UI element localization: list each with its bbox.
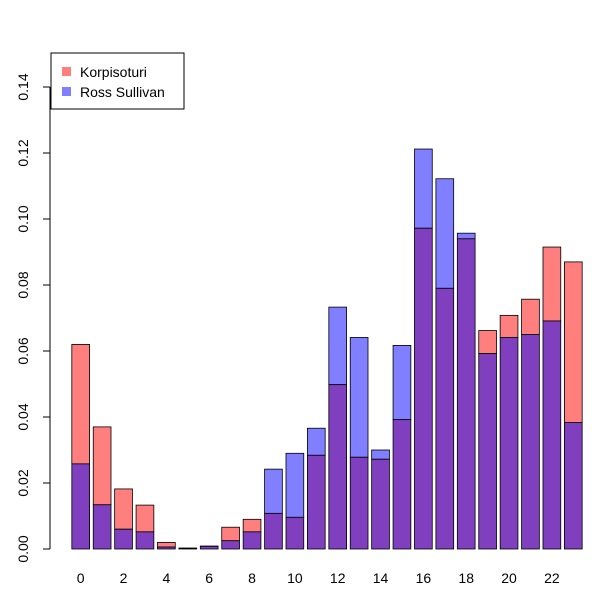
bar-korpisoturi-22 — [542, 246, 562, 322]
x-tick-label: 6 — [205, 570, 213, 586]
y-tick-label: 0.08 — [15, 271, 31, 298]
y-tick-label: 0.04 — [15, 403, 31, 430]
bar-overlap-15 — [392, 419, 412, 550]
bar-overlap-1 — [92, 504, 112, 550]
x-tick-label: 2 — [120, 570, 128, 586]
bars-layer — [71, 148, 583, 550]
bar-korpisoturi-0 — [71, 343, 90, 465]
bar-overlap-18 — [456, 238, 476, 550]
bar-korpisoturi-23 — [564, 261, 583, 424]
legend-label: Korpisoturi — [80, 64, 147, 80]
bar-overlap-4 — [157, 546, 176, 550]
bar-ross-sullivan-17 — [435, 178, 455, 289]
y-tick-label: 0.00 — [15, 535, 31, 562]
x-tick-label: 18 — [458, 570, 474, 586]
legend-swatch — [62, 67, 71, 76]
bar-korpisoturi-19 — [478, 330, 497, 355]
legend-label: Ross Sullivan — [80, 84, 165, 100]
bar-korpisoturi-7 — [221, 526, 240, 542]
bar-ross-sullivan-12 — [328, 306, 347, 386]
legend-box — [50, 52, 185, 110]
bar-overlap-16 — [414, 227, 433, 550]
x-tick-label: 20 — [501, 570, 517, 586]
y-tick-label: 0.10 — [15, 205, 31, 232]
bar-korpisoturi-8 — [242, 518, 262, 533]
bar-ross-sullivan-16 — [414, 148, 433, 229]
bar-overlap-23 — [564, 422, 583, 550]
y-tick-label: 0.02 — [15, 469, 31, 496]
bar-ross-sullivan-15 — [392, 344, 412, 421]
bar-overlap-9 — [264, 512, 283, 550]
bar-ross-sullivan-11 — [307, 427, 326, 456]
legend: Korpisoturi Ross Sullivan — [50, 52, 185, 110]
bar-ross-sullivan-13 — [349, 337, 369, 458]
x-tick-label: 16 — [416, 570, 432, 586]
x-tick-label: 10 — [287, 570, 303, 586]
bar-overlap-10 — [285, 516, 305, 550]
x-tick-label: 22 — [544, 570, 560, 586]
bar-korpisoturi-21 — [521, 298, 540, 335]
bar-ross-sullivan-18 — [456, 232, 476, 240]
bar-overlap-11 — [307, 454, 326, 550]
bar-korpisoturi-1 — [92, 426, 112, 506]
bar-overlap-17 — [435, 287, 455, 550]
bar-overlap-5 — [178, 547, 198, 550]
x-tick-label: 12 — [330, 570, 346, 586]
bar-overlap-3 — [135, 531, 155, 550]
bar-overlap-14 — [371, 458, 390, 550]
x-tick-label: 8 — [248, 570, 256, 586]
y-tick-label: 0.12 — [15, 139, 31, 166]
bar-overlap-13 — [349, 456, 369, 550]
x-tick-label: 4 — [162, 570, 170, 586]
y-tick-label: 0.06 — [15, 337, 31, 364]
x-axis: 0 2 4 6 8 10 12 14 16 18 20 22 — [77, 570, 560, 586]
bar-korpisoturi-4 — [157, 542, 176, 548]
bar-overlap-22 — [542, 320, 562, 550]
bar-ross-sullivan-14 — [371, 449, 390, 460]
bar-ross-sullivan-10 — [285, 452, 305, 518]
bar-overlap-19 — [478, 353, 497, 550]
x-tick-label: 0 — [77, 570, 85, 586]
bar-korpisoturi-20 — [499, 314, 519, 338]
bar-overlap-21 — [521, 334, 540, 550]
bar-overlap-8 — [242, 531, 262, 550]
y-tick-label: 0.14 — [15, 73, 31, 100]
bar-overlap-2 — [114, 528, 133, 550]
bar-korpisoturi-3 — [135, 504, 155, 533]
bar-overlap-20 — [499, 337, 519, 550]
bar-overlap-0 — [71, 463, 90, 550]
bar-ross-sullivan-9 — [264, 468, 283, 514]
x-tick-label: 14 — [373, 570, 389, 586]
bar-korpisoturi-2 — [114, 488, 133, 530]
bar-overlap-6 — [199, 545, 219, 550]
bar-overlap-7 — [221, 540, 240, 550]
y-axis: 0.00 0.02 0.04 0.06 0.08 0.10 0.12 0.14 — [15, 73, 51, 563]
legend-swatch — [62, 87, 71, 96]
bar-overlap-12 — [328, 384, 347, 550]
